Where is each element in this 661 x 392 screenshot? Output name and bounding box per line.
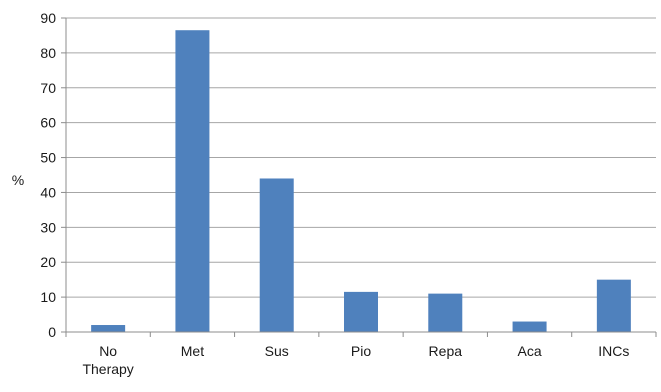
y-tick-labels: 0 10 20 30 40 50 60 70 80 90 (40, 10, 56, 340)
bar (428, 293, 463, 332)
x-tick-label: No (99, 343, 117, 359)
x-tick-label: Aca (518, 343, 542, 359)
x-tick-labels: No Therapy Met Sus Pio Repa Aca INCs (82, 343, 629, 377)
y-tick-label: 40 (40, 184, 56, 200)
y-tick-label: 10 (40, 289, 56, 305)
x-tick-label: Pio (351, 343, 371, 359)
y-tick-label: 50 (40, 150, 56, 166)
y-tick-label: 20 (40, 254, 56, 270)
x-tick-label: Therapy (82, 361, 133, 377)
x-tick-label: INCs (598, 343, 629, 359)
x-tick-label: Met (181, 343, 204, 359)
bar (91, 325, 126, 332)
bars (91, 30, 631, 332)
bar (259, 178, 294, 332)
y-tick-label: 80 (40, 45, 56, 61)
y-tick-label: 30 (40, 219, 56, 235)
bar (596, 279, 631, 332)
y-tick-label: 70 (40, 80, 56, 96)
y-axis-label: % (12, 172, 24, 188)
bar (175, 30, 210, 332)
bar (512, 321, 547, 332)
y-tick-label: 0 (48, 324, 56, 340)
x-tick-label: Sus (265, 343, 289, 359)
x-tick-label: Repa (429, 343, 463, 359)
y-tick-label: 60 (40, 115, 56, 131)
bar (344, 291, 378, 332)
axes (61, 17, 657, 337)
y-tick-label: 90 (40, 10, 56, 26)
gridlines (66, 17, 656, 298)
